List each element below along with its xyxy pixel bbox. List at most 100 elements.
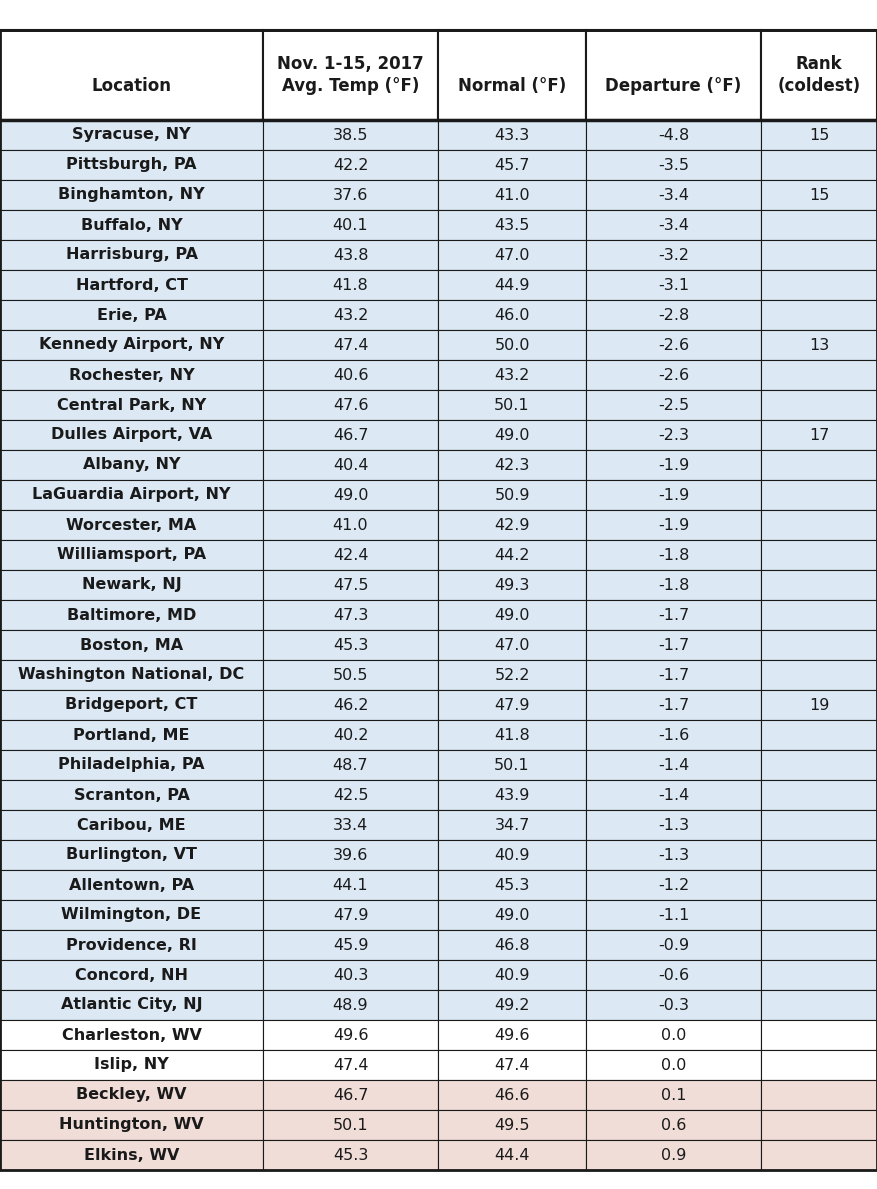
- Text: 43.8: 43.8: [332, 247, 368, 263]
- Bar: [586, 930, 761, 960]
- Text: 48.7: 48.7: [332, 757, 368, 773]
- Text: Harrisburg, PA: Harrisburg, PA: [66, 247, 197, 263]
- Bar: [586, 120, 761, 150]
- Bar: [761, 390, 877, 420]
- Text: Normal (°F): Normal (°F): [458, 55, 567, 95]
- Bar: [263, 331, 438, 360]
- Bar: [263, 1020, 438, 1050]
- Bar: [438, 150, 586, 180]
- Bar: [438, 510, 586, 540]
- Text: Erie, PA: Erie, PA: [96, 308, 167, 322]
- Text: 15: 15: [809, 188, 829, 202]
- Bar: [586, 721, 761, 750]
- Text: 40.4: 40.4: [332, 458, 368, 472]
- Bar: [761, 990, 877, 1020]
- Bar: [586, 270, 761, 300]
- Bar: [438, 240, 586, 270]
- Bar: [586, 510, 761, 540]
- Text: -4.8: -4.8: [658, 127, 689, 143]
- Text: Location: Location: [91, 55, 172, 95]
- Text: 41.8: 41.8: [494, 728, 530, 742]
- Bar: [0, 210, 263, 240]
- Text: 47.0: 47.0: [495, 247, 530, 263]
- Bar: [0, 150, 263, 180]
- Bar: [761, 570, 877, 600]
- Text: -3.5: -3.5: [658, 157, 689, 172]
- Bar: [263, 180, 438, 210]
- Bar: [0, 270, 263, 300]
- Text: 43.3: 43.3: [495, 127, 530, 143]
- Bar: [761, 360, 877, 390]
- Bar: [586, 690, 761, 721]
- Bar: [438, 390, 586, 420]
- Text: 47.4: 47.4: [332, 338, 368, 352]
- Bar: [438, 660, 586, 690]
- Text: 50.1: 50.1: [494, 397, 530, 413]
- Text: Beckley, WV: Beckley, WV: [76, 1088, 187, 1102]
- Text: 50.9: 50.9: [495, 487, 530, 503]
- Text: Dulles Airport, VA: Dulles Airport, VA: [51, 428, 212, 442]
- Text: 49.0: 49.0: [495, 608, 530, 623]
- Bar: [0, 1111, 263, 1140]
- Text: -1.3: -1.3: [658, 848, 689, 862]
- Bar: [263, 540, 438, 570]
- Text: -0.3: -0.3: [658, 998, 689, 1013]
- Text: 52.2: 52.2: [495, 667, 530, 682]
- Bar: [586, 240, 761, 270]
- Bar: [0, 570, 263, 600]
- Bar: [263, 870, 438, 900]
- Bar: [0, 870, 263, 900]
- Bar: [438, 270, 586, 300]
- Text: Central Park, NY: Central Park, NY: [57, 397, 206, 413]
- Text: 46.6: 46.6: [495, 1088, 530, 1102]
- Text: Kennedy Airport, NY: Kennedy Airport, NY: [39, 338, 225, 352]
- Text: Islip, NY: Islip, NY: [94, 1057, 169, 1072]
- Text: Newark, NJ: Newark, NJ: [82, 578, 182, 592]
- Bar: [438, 360, 586, 390]
- Bar: [0, 1080, 263, 1111]
- Bar: [438, 1140, 586, 1170]
- Text: Syracuse, NY: Syracuse, NY: [72, 127, 191, 143]
- Text: -3.4: -3.4: [658, 218, 689, 233]
- Text: 50.1: 50.1: [332, 1118, 368, 1132]
- Bar: [761, 870, 877, 900]
- Bar: [0, 240, 263, 270]
- Bar: [263, 600, 438, 630]
- Bar: [438, 300, 586, 331]
- Bar: [761, 1140, 877, 1170]
- Bar: [438, 540, 586, 570]
- Bar: [263, 630, 438, 660]
- Text: -1.9: -1.9: [658, 458, 689, 472]
- Text: 46.7: 46.7: [332, 1088, 368, 1102]
- Text: Elkins, WV: Elkins, WV: [84, 1147, 179, 1163]
- Bar: [438, 839, 586, 870]
- Bar: [263, 1140, 438, 1170]
- Bar: [586, 900, 761, 930]
- Bar: [761, 30, 877, 120]
- Bar: [761, 600, 877, 630]
- Bar: [761, 1050, 877, 1080]
- Bar: [586, 1111, 761, 1140]
- Text: -1.7: -1.7: [658, 608, 689, 623]
- Text: Huntington, WV: Huntington, WV: [59, 1118, 203, 1132]
- Text: 49.0: 49.0: [495, 428, 530, 442]
- Text: 42.3: 42.3: [495, 458, 530, 472]
- Bar: [586, 990, 761, 1020]
- Bar: [586, 839, 761, 870]
- Bar: [761, 630, 877, 660]
- Text: 45.3: 45.3: [332, 1147, 368, 1163]
- Bar: [761, 839, 877, 870]
- Bar: [438, 420, 586, 449]
- Text: 46.8: 46.8: [494, 937, 530, 952]
- Text: 42.2: 42.2: [332, 157, 368, 172]
- Text: -1.3: -1.3: [658, 818, 689, 832]
- Bar: [263, 420, 438, 449]
- Bar: [0, 540, 263, 570]
- Text: -2.6: -2.6: [658, 338, 689, 352]
- Bar: [761, 540, 877, 570]
- Text: 40.9: 40.9: [495, 968, 530, 982]
- Bar: [761, 120, 877, 150]
- Bar: [263, 900, 438, 930]
- Text: Bridgeport, CT: Bridgeport, CT: [65, 698, 197, 712]
- Text: 43.2: 43.2: [495, 367, 530, 383]
